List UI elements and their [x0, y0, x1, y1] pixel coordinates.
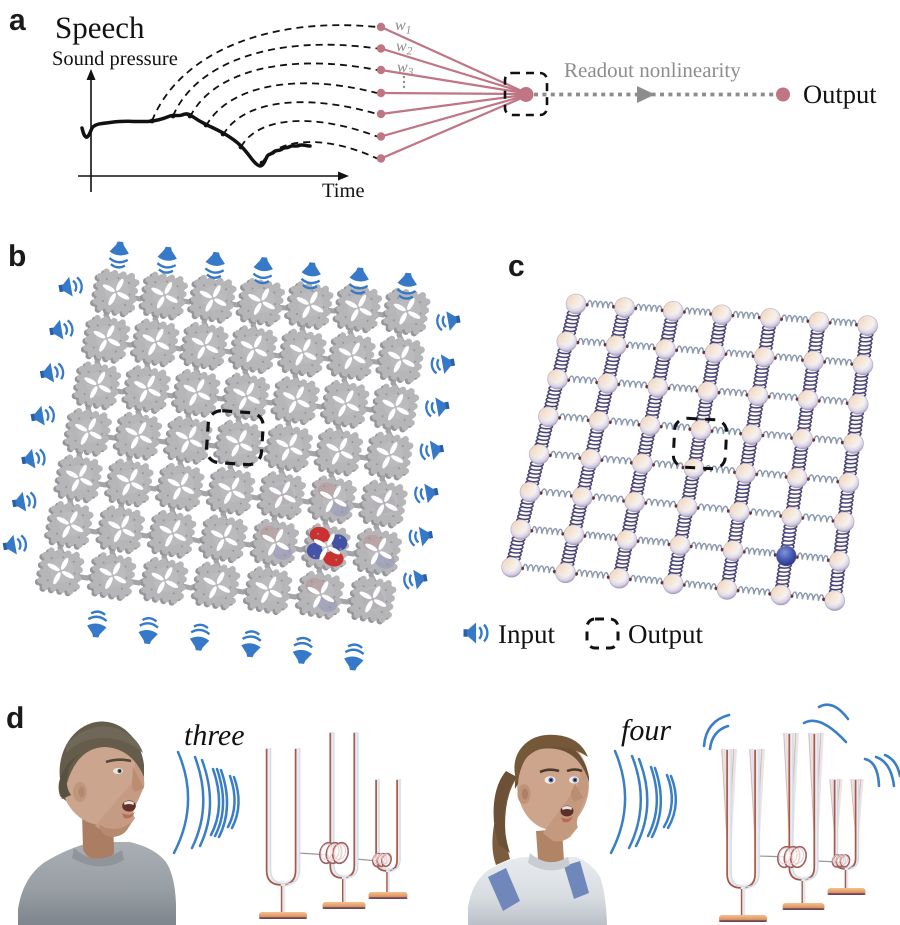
svg-text:Speech: Speech — [55, 10, 145, 45]
svg-text:w1: w1 — [395, 17, 411, 37]
svg-text:Output: Output — [628, 619, 704, 649]
svg-text:Readout nonlinearity: Readout nonlinearity — [564, 58, 741, 82]
svg-text:three: three — [184, 719, 245, 752]
svg-text:Time: Time — [322, 180, 365, 202]
svg-text:Input: Input — [498, 619, 555, 649]
svg-text:w3: w3 — [397, 59, 414, 79]
svg-text:four: four — [621, 714, 671, 747]
svg-text:Output: Output — [803, 79, 877, 109]
svg-text:Sound pressure: Sound pressure — [52, 48, 178, 70]
